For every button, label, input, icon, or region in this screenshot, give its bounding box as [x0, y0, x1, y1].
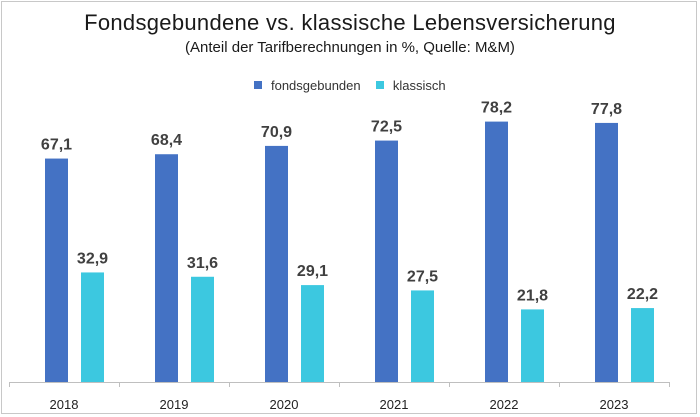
data-label-fondsgebunden-2018: 67,1 [41, 137, 72, 154]
data-label-klassisch-2022: 21,8 [517, 287, 548, 304]
x-tick-label-2022: 2022 [490, 397, 519, 412]
bar-klassisch-2018 [81, 272, 104, 382]
bar-klassisch-2021 [411, 290, 434, 382]
legend-item-fondsgebunden: fondsgebunden [254, 77, 361, 93]
bar-fondsgebunden-2018 [45, 158, 68, 382]
legend-label-fondsgebunden: fondsgebunden [270, 77, 361, 93]
data-label-klassisch-2019: 31,6 [187, 255, 218, 272]
bar-fondsgebunden-2021 [375, 140, 398, 382]
bar-klassisch-2020 [301, 285, 324, 382]
x-tick-label-2021: 2021 [380, 397, 409, 412]
chart-subtitle: (Anteil der Tarifberechnungen in %, Quel… [185, 39, 515, 56]
x-tick-label-2018: 2018 [50, 397, 79, 412]
data-label-fondsgebunden-2019: 68,4 [151, 132, 182, 149]
bar-klassisch-2022 [521, 309, 544, 382]
data-label-klassisch-2018: 32,9 [77, 250, 108, 267]
bar-fondsgebunden-2020 [265, 145, 288, 382]
legend-label-klassisch: klassisch [392, 77, 446, 93]
data-label-fondsgebunden-2021: 72,5 [371, 119, 402, 136]
data-label-klassisch-2023: 22,2 [627, 286, 658, 303]
chart-title: Fondsgebundene vs. klassische Lebensvers… [84, 10, 616, 35]
data-label-klassisch-2020: 29,1 [297, 263, 328, 280]
bar-klassisch-2019 [191, 276, 214, 382]
x-tick-label-2019: 2019 [160, 397, 189, 412]
bar-fondsgebunden-2019 [155, 154, 178, 382]
data-label-fondsgebunden-2023: 77,8 [591, 101, 622, 118]
legend-swatch-fondsgebunden [254, 81, 263, 90]
chart-legend: fondsgebunden klassisch [0, 76, 700, 93]
bar-fondsgebunden-2023 [595, 122, 618, 383]
data-label-fondsgebunden-2022: 78,2 [481, 100, 512, 117]
bar-fondsgebunden-2022 [485, 121, 508, 383]
legend-swatch-klassisch [376, 81, 385, 90]
data-label-fondsgebunden-2020: 70,9 [261, 124, 292, 141]
legend-item-klassisch: klassisch [376, 77, 446, 93]
x-tick-label-2020: 2020 [270, 397, 299, 412]
bar-klassisch-2023 [631, 308, 654, 382]
x-tick-label-2023: 2023 [600, 397, 629, 412]
data-label-klassisch-2021: 27,5 [407, 268, 438, 285]
